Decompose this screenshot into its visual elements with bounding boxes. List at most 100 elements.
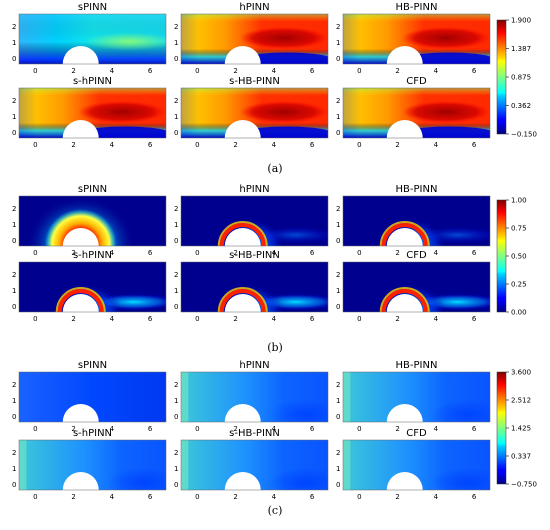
field-plot [343, 14, 490, 64]
y-tick-label: 1 [336, 39, 340, 47]
cylinder [224, 46, 261, 64]
y-tick-label: 0 [12, 413, 16, 421]
x-tick-label: 2 [71, 425, 75, 433]
cylinder [224, 472, 261, 490]
x-tick-label: 4 [272, 67, 277, 75]
x-tick-label: 0 [195, 315, 199, 323]
y-tick-label: 2 [174, 97, 178, 105]
subplot-title: HB-PINN [396, 184, 438, 195]
y-tick-label: 1 [12, 465, 16, 473]
cylinder [386, 46, 423, 64]
y-tick-label: 0 [336, 303, 340, 311]
subplot-title: HB-PINN [396, 360, 438, 371]
y-tick-label: 1 [12, 397, 16, 405]
y-tick-label: 1 [12, 113, 16, 121]
subplot-title: hPINN [239, 2, 269, 13]
x-tick-label: 6 [310, 141, 315, 149]
colorbar: 1.900 1.387 0.875 0.362 −0.150 [496, 17, 537, 139]
subplot: sPINN 2 1 0 0 2 4 6 [12, 2, 167, 75]
field-plot [343, 88, 490, 138]
plot-frame [180, 87, 329, 139]
x-tick-label: 0 [195, 425, 199, 433]
y-tick-label: 0 [12, 237, 16, 245]
x-tick-label: 4 [434, 141, 439, 149]
cylinder [62, 46, 99, 64]
y-tick-label: 2 [12, 271, 16, 279]
subplot: sPINN 2 1 0 0 2 4 6 [12, 360, 167, 433]
subplot: CFD 2 1 0 0 2 4 6 [336, 76, 491, 149]
field-plot [181, 440, 328, 490]
y-tick-label: 2 [336, 271, 340, 279]
colorbar-tick-label: 0.50 [511, 253, 527, 261]
x-tick-label: 2 [71, 141, 75, 149]
x-tick-label: 0 [33, 249, 37, 257]
x-tick-label: 2 [395, 67, 399, 75]
subplot: hPINN 2 1 0 0 2 4 6 [174, 2, 329, 75]
subplot-title: sPINN [78, 360, 107, 371]
x-tick-label: 6 [472, 315, 477, 323]
y-tick-label: 1 [12, 39, 16, 47]
y-tick-label: 1 [336, 221, 340, 229]
subplot: HB-PINN 2 1 0 0 2 4 6 [336, 184, 491, 257]
subplot-title: s-HB-PINN [229, 250, 280, 261]
x-tick-label: 4 [434, 249, 439, 257]
y-tick-label: 1 [336, 113, 340, 121]
x-tick-label: 6 [310, 425, 315, 433]
plot-frame [342, 87, 491, 139]
subplot-title: CFD [406, 250, 427, 261]
x-tick-label: 0 [33, 67, 37, 75]
field-plot [19, 440, 166, 490]
subplot-title: hPINN [239, 184, 269, 195]
plot-frame [18, 13, 167, 65]
x-tick-label: 4 [110, 249, 115, 257]
y-tick-label: 1 [336, 465, 340, 473]
colorbar: 3.600 2.512 1.425 0.337 −0.750 [496, 369, 537, 489]
y-tick-label: 2 [336, 381, 340, 389]
plot-frame [18, 87, 167, 139]
x-tick-label: 4 [434, 67, 439, 75]
y-tick-label: 2 [336, 449, 340, 457]
x-tick-label: 2 [233, 141, 237, 149]
x-tick-label: 0 [357, 493, 361, 501]
x-tick-label: 4 [272, 141, 277, 149]
cylinder [224, 404, 261, 422]
cylinder [386, 294, 423, 312]
y-tick-label: 1 [174, 221, 178, 229]
y-tick-label: 2 [174, 23, 178, 31]
x-tick-label: 6 [148, 67, 153, 75]
plot-frame [342, 371, 491, 423]
y-tick-label: 1 [174, 397, 178, 405]
subplot-title: s-HB-PINN [229, 76, 280, 87]
cylinder [386, 472, 423, 490]
subplot-title: s-hPINN [73, 76, 112, 87]
subplot-title: sPINN [78, 2, 107, 13]
subplot: sPINN 2 1 0 0 2 4 6 [12, 184, 167, 257]
colorbar-gradient [496, 19, 507, 135]
x-tick-label: 0 [357, 315, 361, 323]
cylinder [62, 228, 99, 246]
x-tick-label: 0 [195, 141, 199, 149]
colorbar: 1.00 0.75 0.50 0.25 0.00 [496, 197, 527, 317]
x-tick-label: 6 [472, 425, 477, 433]
x-tick-label: 0 [195, 67, 199, 75]
subplot: HB-PINN 2 1 0 0 2 4 6 [336, 360, 491, 433]
y-tick-label: 2 [12, 205, 16, 213]
y-tick-label: 0 [12, 55, 16, 63]
x-tick-label: 4 [434, 425, 439, 433]
y-tick-label: 1 [174, 287, 178, 295]
y-tick-label: 2 [174, 381, 178, 389]
field-plot [181, 88, 328, 138]
colorbar-tick-label: 1.00 [511, 197, 527, 205]
x-tick-label: 0 [357, 67, 361, 75]
x-tick-label: 4 [272, 425, 277, 433]
field-plot [181, 196, 328, 246]
x-tick-label: 4 [110, 141, 115, 149]
x-tick-label: 2 [71, 315, 75, 323]
x-tick-label: 6 [472, 249, 477, 257]
subplot: CFD 2 1 0 0 2 4 6 [336, 250, 491, 323]
x-tick-label: 0 [33, 425, 37, 433]
colorbar-tick-label: 0.00 [511, 309, 527, 317]
